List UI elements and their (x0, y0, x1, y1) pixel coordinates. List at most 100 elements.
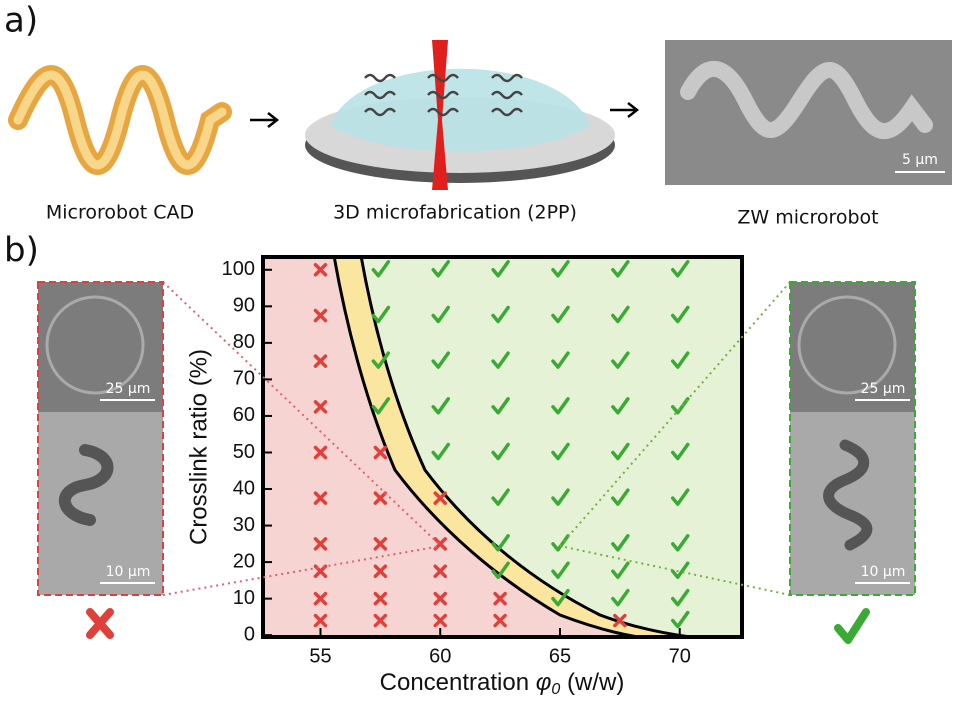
check-marker (611, 351, 630, 369)
resin-drop (330, 68, 590, 152)
check-marker (670, 588, 690, 607)
check-marker (611, 588, 630, 607)
check-marker (670, 610, 690, 629)
check-marker (431, 305, 450, 324)
arrow (610, 102, 640, 118)
check-marker (670, 442, 690, 461)
cross-marker (493, 591, 507, 606)
y-tick-label: 80 (233, 331, 255, 353)
cross-marker (433, 564, 447, 578)
check-marker (670, 351, 690, 369)
y-tick-label: 0 (244, 623, 255, 645)
check-marker (371, 351, 391, 369)
cross-marker (313, 537, 328, 551)
regions (263, 257, 742, 637)
cross-marker (313, 491, 328, 505)
right-inset: 25 µm 10 µm (789, 281, 916, 644)
y-tick-label: 40 (233, 477, 255, 499)
cad-helix-highlight (13, 70, 227, 170)
cross-marker (313, 308, 328, 323)
check-marker (551, 561, 570, 579)
cross-marker (373, 591, 388, 606)
check-marker (491, 534, 510, 552)
left-inset: 25 µm 10 µm (37, 281, 164, 639)
cross-marker (433, 491, 447, 505)
x-tick-label: 70 (669, 645, 691, 667)
check-marker (431, 442, 450, 461)
check-marker (551, 351, 570, 369)
connector (559, 281, 791, 547)
y-tick-label: 70 (233, 368, 255, 390)
panel-label: b) (4, 231, 39, 271)
scale-label: 5 µm (902, 152, 938, 168)
y-tick-label: 90 (233, 295, 255, 317)
cross-marker (373, 491, 388, 505)
sem-helix (680, 60, 933, 139)
y-tick-label: 100 (222, 258, 255, 280)
cross-marker (373, 613, 388, 628)
x-label-subscript: 0 (551, 681, 560, 698)
scale-label: 25 µm (861, 381, 906, 397)
cross-marker (433, 591, 447, 606)
check-marker (551, 442, 570, 461)
cross-marker (373, 537, 388, 551)
check-marker (611, 561, 630, 579)
check-marker (431, 260, 450, 278)
x-axis-label: Concentration φ0 (w/w) (380, 669, 625, 698)
check-marker (371, 260, 391, 278)
caption: Microrobot CAD (46, 202, 194, 224)
check-marker (491, 488, 510, 506)
caption: 3D microfabrication (2PP) (333, 202, 577, 224)
cross-marker (313, 445, 328, 460)
y-tick-label: 50 (233, 441, 255, 463)
check-marker (551, 260, 570, 278)
arrow (250, 112, 280, 128)
x-tick-label: 55 (309, 645, 331, 667)
check-marker (670, 397, 690, 415)
x-label-symbol: φ (536, 669, 552, 696)
check-marker (371, 397, 391, 415)
check-marker (611, 305, 630, 324)
caption: ZW microrobot (737, 207, 878, 229)
cross-marker (493, 613, 507, 628)
check-marker (611, 260, 630, 278)
cross-marker (313, 591, 328, 606)
x-tick-label: 60 (429, 645, 451, 667)
cross-marker (313, 263, 328, 277)
x-label-text: Concentration (380, 669, 529, 696)
check-marker (551, 397, 570, 415)
cross-marker (433, 613, 447, 628)
check-marker (491, 561, 510, 579)
check-marker (611, 488, 630, 506)
check-marker (551, 305, 570, 324)
plot-frame (261, 255, 744, 639)
y-tick-label: 30 (233, 514, 255, 536)
cross-marker (373, 564, 388, 578)
connector (162, 545, 442, 596)
check-marker (371, 305, 391, 324)
cross-marker (313, 613, 328, 628)
check-marker (670, 561, 690, 579)
check-marker (670, 488, 690, 506)
check-marker (431, 351, 450, 369)
x-tick-label: 65 (549, 645, 571, 667)
cross-marker (433, 537, 447, 551)
check-marker (611, 442, 630, 461)
check-marker (491, 305, 510, 324)
cross-marker (613, 613, 627, 628)
scale-label: 10 µm (106, 564, 151, 580)
scale-label: 25 µm (106, 381, 151, 397)
check-marker (670, 534, 690, 552)
check-marker (551, 488, 570, 506)
y-tick-label: 60 (233, 404, 255, 426)
check-marker (491, 442, 510, 461)
panel-label: a) (4, 1, 38, 41)
check-marker (611, 534, 630, 552)
cross-marker (313, 354, 328, 368)
check-marker (611, 397, 630, 415)
y-tick-label: 10 (233, 587, 255, 609)
y-tick-label: 20 (233, 550, 255, 572)
check-marker (491, 260, 510, 278)
check-marker (670, 260, 690, 278)
